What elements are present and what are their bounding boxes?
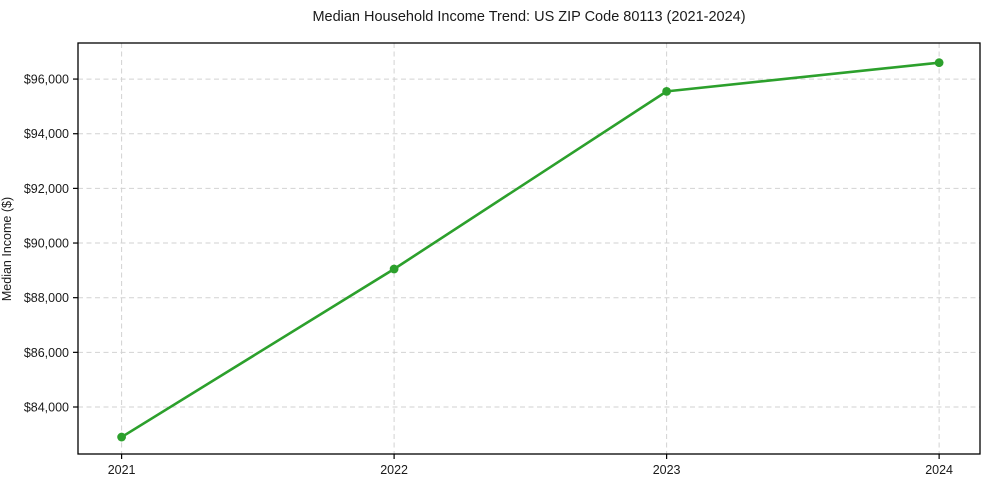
data-point — [117, 432, 127, 442]
data-point — [662, 86, 672, 96]
y-tick-label: $90,000 — [24, 237, 69, 251]
data-point — [934, 58, 944, 68]
y-tick-label: $86,000 — [24, 346, 69, 360]
y-tick-label: $84,000 — [24, 400, 69, 414]
y-tick-label: $96,000 — [24, 73, 69, 87]
plot-border — [77, 42, 981, 455]
data-point — [389, 264, 399, 274]
y-tick-label: $88,000 — [24, 291, 69, 305]
x-tick-label: 2022 — [380, 463, 408, 477]
y-tick-label: $92,000 — [24, 182, 69, 196]
data-line — [120, 61, 941, 439]
y-tick-label: $94,000 — [24, 127, 69, 141]
x-tick-label: 2023 — [653, 463, 681, 477]
x-tick-label: 2021 — [108, 463, 136, 477]
chart-title: Median Household Income Trend: US ZIP Co… — [312, 9, 746, 25]
x-tick-label: 2024 — [925, 463, 953, 477]
